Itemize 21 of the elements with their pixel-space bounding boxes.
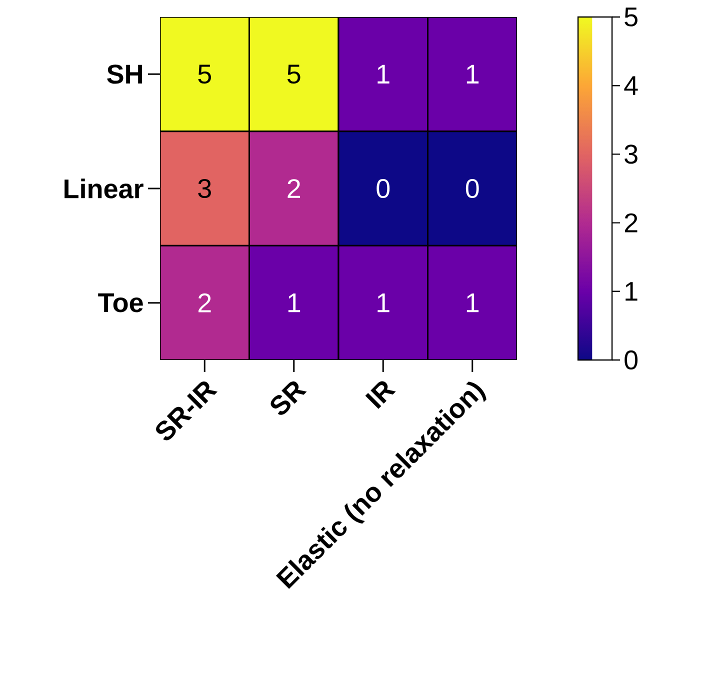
x-tick-label: SR xyxy=(270,381,307,415)
y-tick-label: SH xyxy=(107,64,142,84)
color-bar-label: 2 xyxy=(624,213,638,232)
data-label: 5 xyxy=(287,64,300,84)
color-bar-label: 4 xyxy=(624,76,638,95)
data-label: 1 xyxy=(378,294,390,312)
y-tick-label: Toe xyxy=(98,293,143,312)
data-label: 2 xyxy=(288,179,300,198)
color-bar-label: 0 xyxy=(624,350,638,370)
data-label: 5 xyxy=(198,64,211,84)
data-label: 1 xyxy=(378,64,390,84)
color-bar-label: 5 xyxy=(624,8,638,26)
data-label: 1 xyxy=(466,64,479,84)
data-label: 1 xyxy=(288,294,300,312)
data-label: 2 xyxy=(198,293,211,312)
data-label: 1 xyxy=(466,294,479,312)
color-bar-label: 3 xyxy=(624,144,638,164)
y-tick-label: Linear xyxy=(64,178,144,198)
data-label: 0 xyxy=(376,178,390,198)
color-bar-label: 1 xyxy=(626,282,638,301)
data-label: 0 xyxy=(466,178,479,198)
